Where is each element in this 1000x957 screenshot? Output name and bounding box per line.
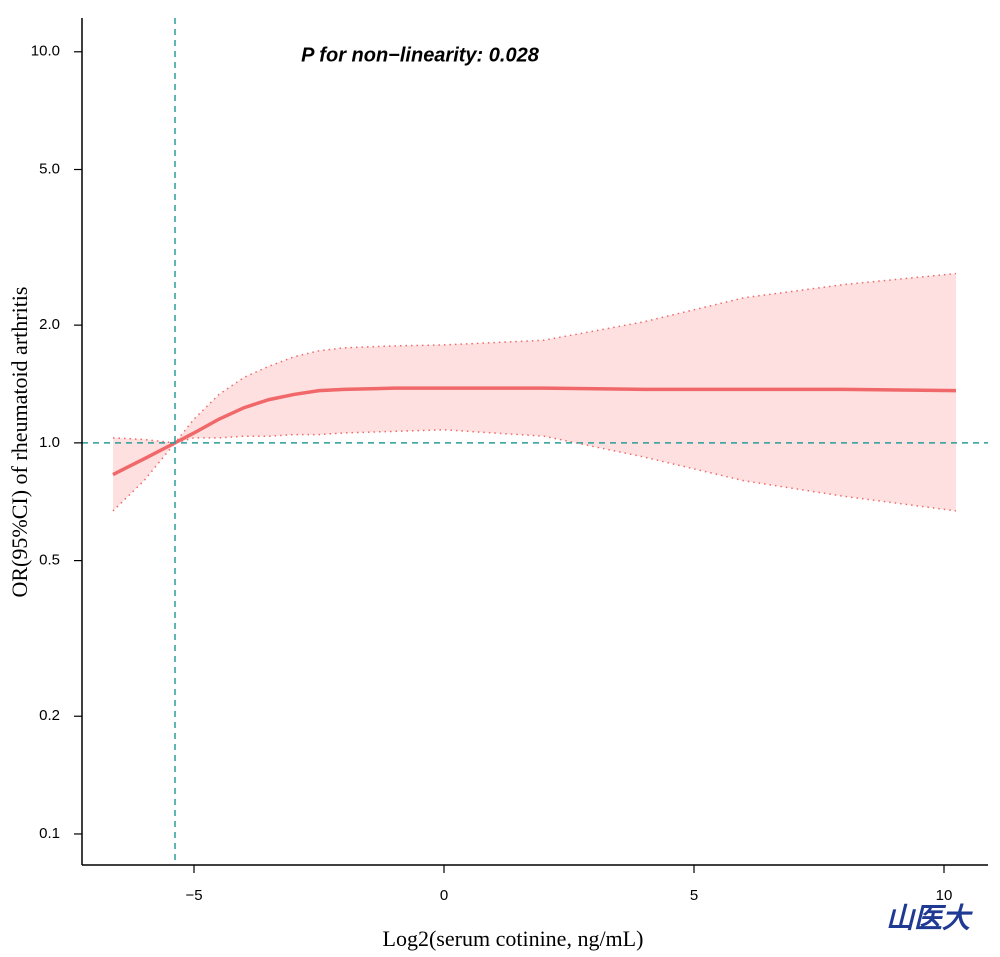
y-tick-label: 0.1 bbox=[39, 825, 60, 842]
y-tick-label: 0.2 bbox=[39, 707, 60, 724]
y-tick-label: 1.0 bbox=[39, 434, 60, 451]
y-axis-label: OR(95%CI) of rheumatoid arthritis bbox=[7, 287, 32, 598]
y-tick-label: 5.0 bbox=[39, 160, 60, 177]
x-axis-label: Log2(serum cotinine, ng/mL) bbox=[383, 926, 644, 951]
x-tick-label: −5 bbox=[185, 887, 202, 904]
y-tick-label: 2.0 bbox=[39, 316, 60, 333]
x-tick-label: 5 bbox=[690, 887, 698, 904]
watermark: 山医大 bbox=[886, 902, 973, 935]
ci-lower bbox=[112, 429, 957, 512]
or-line bbox=[112, 386, 957, 477]
annotation: P for non−linearity: 0.028 bbox=[301, 44, 540, 66]
ci-upper bbox=[112, 272, 957, 444]
x-tick-label: 0 bbox=[440, 887, 448, 904]
y-tick-label: 10.0 bbox=[31, 43, 60, 60]
ci-band bbox=[113, 273, 956, 511]
x-tick-label: 10 bbox=[936, 887, 953, 904]
y-tick-label: 0.5 bbox=[39, 552, 60, 569]
